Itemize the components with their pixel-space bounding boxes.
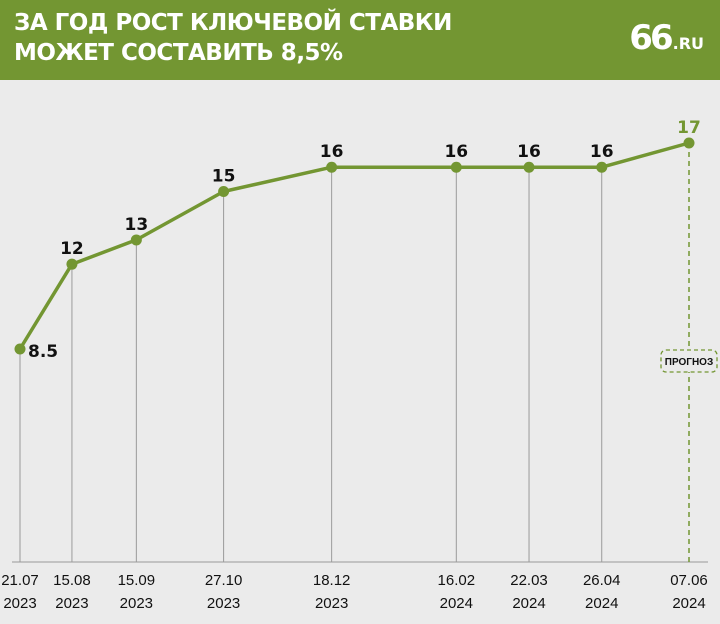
value-label: 16 <box>444 142 468 162</box>
x-tick-date: 16.02 <box>438 572 476 589</box>
value-label: 8.5 <box>28 342 58 362</box>
data-point <box>523 161 535 173</box>
x-tick-year: 2024 <box>672 595 705 612</box>
x-tick-year: 2023 <box>55 595 88 612</box>
data-point <box>14 343 26 355</box>
value-label: 12 <box>60 239 84 259</box>
value-label: 16 <box>320 142 344 162</box>
data-point <box>596 161 608 173</box>
logo-number: 66 <box>629 18 673 58</box>
site-logo[interactable]: 66 .RU <box>629 18 704 58</box>
forecast-marker: ПРОГНОЗ <box>660 143 718 562</box>
x-tick-year: 2024 <box>440 595 473 612</box>
data-point <box>326 161 338 173</box>
x-tick-date: 26.04 <box>583 572 621 589</box>
line-chart: ПРОГНОЗ 8.5 12 13 15 16 16 16 16 17 21.07 2023 15.… <box>1 118 718 612</box>
data-point <box>683 137 695 149</box>
x-tick-date: 07.06 <box>670 572 708 589</box>
x-tick-date: 15.08 <box>53 572 91 589</box>
value-label: 16 <box>590 142 614 162</box>
x-tick-year: 2023 <box>315 595 348 612</box>
data-point <box>130 234 142 246</box>
x-tick-date: 22.03 <box>510 572 548 589</box>
value-label: 15 <box>212 166 236 186</box>
gridlines <box>19 167 603 562</box>
data-point <box>66 258 78 270</box>
value-label: 16 <box>517 142 541 162</box>
value-label: 13 <box>125 215 149 235</box>
x-tick-year: 2023 <box>3 595 36 612</box>
logo-suffix: .RU <box>672 34 704 53</box>
forecast-label: ПРОГНОЗ <box>665 357 713 368</box>
x-tick-date: 27.10 <box>205 572 243 589</box>
header-banner: ЗА ГОД РОСТ КЛЮЧЕВОЙ СТАВКИ МОЖЕТ СОСТАВ… <box>0 0 720 80</box>
data-point <box>450 161 462 173</box>
x-tick-year: 2023 <box>120 595 153 612</box>
x-tick-labels: 21.07 2023 15.08 2023 15.09 2023 27.10 2023 18.1… <box>1 572 708 612</box>
x-tick-year: 2023 <box>207 595 240 612</box>
x-tick-year: 2024 <box>585 595 618 612</box>
x-tick-date: 15.09 <box>118 572 156 589</box>
x-tick-year: 2024 <box>512 595 545 612</box>
x-tick-date: 21.07 <box>1 572 39 589</box>
chart-title: ЗА ГОД РОСТ КЛЮЧЕВОЙ СТАВКИ МОЖЕТ СОСТАВ… <box>14 10 452 66</box>
series-line <box>18 141 691 351</box>
data-points <box>14 137 695 355</box>
value-label: 17 <box>677 118 701 138</box>
forecast-badge <box>660 349 718 373</box>
value-labels: 8.5 12 13 15 16 16 16 16 17 <box>28 118 701 362</box>
x-tick-date: 18.12 <box>313 572 351 589</box>
data-point <box>218 185 230 197</box>
